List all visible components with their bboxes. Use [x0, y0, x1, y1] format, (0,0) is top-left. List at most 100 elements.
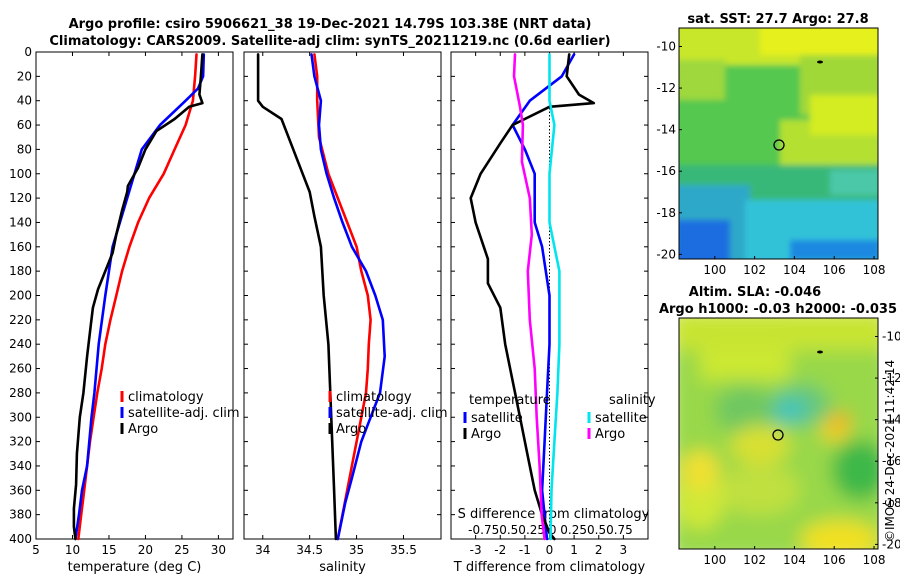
sla-map-frame	[678, 317, 879, 550]
sst-map-frame	[678, 27, 879, 260]
x-tick-label: -3	[470, 543, 482, 557]
x-tick-label: 25	[174, 543, 189, 557]
x-axis-label: T difference from climatology	[453, 560, 646, 575]
map-y-tick-label: -16	[656, 164, 676, 178]
map-y-tick-label: -10	[882, 329, 900, 343]
legend-label: satellite-adj. clim	[336, 406, 448, 421]
x-tick-label: 5	[32, 543, 40, 557]
y-tick-label: 300	[9, 410, 32, 424]
y-tick-label: 200	[9, 289, 32, 303]
map-x-tick-label: 102	[743, 553, 766, 567]
y-tick-label: 120	[9, 191, 32, 205]
x-tick-label: 34.5	[296, 543, 323, 557]
header-line-2: Climatology: CARS2009. Satellite-adj cli…	[49, 34, 610, 49]
y-tick-label: 380	[9, 508, 32, 522]
x-tick-label: 35	[349, 543, 364, 557]
x-tick-label: -1	[519, 543, 531, 557]
map-y-tick-label: -10	[656, 39, 676, 53]
x-tick-label: 0	[546, 543, 554, 557]
map-y-tick-label: -12	[882, 371, 900, 385]
y-tick-label: 100	[9, 167, 32, 181]
legend-label: satellite	[471, 411, 523, 426]
y-tick-label: 160	[9, 240, 32, 254]
legend-title-salinity: salinity	[609, 393, 656, 408]
sla-island-marker	[817, 350, 823, 354]
sla-map-title-line-1: Altim. SLA: -0.046	[689, 285, 821, 300]
y-tick-label: 180	[9, 264, 32, 278]
plot-frame	[35, 51, 234, 540]
y-tick-label: 140	[9, 215, 32, 229]
x-tick-label: 3	[620, 543, 628, 557]
legend-label: satellite-adj. clim	[128, 406, 240, 421]
y-tick-label: 0	[24, 45, 32, 59]
series-line-satellite-adj-clim	[310, 53, 387, 541]
sst-map-ticks: 100 102 104 106 108 -10 -12 -14 -16 -18 -20	[656, 39, 885, 277]
x-tick-label: 34	[255, 543, 270, 557]
x-tick-label: 10	[65, 543, 80, 557]
x-axis-label: temperature (deg C)	[68, 560, 202, 575]
series-line-satellite-adj-clim	[74, 53, 206, 541]
series-line-temperature-argo	[469, 53, 596, 541]
legend-label: climatology	[336, 390, 412, 405]
map-x-tick-label: 106	[823, 553, 846, 567]
y-tick-label: 20	[17, 69, 32, 83]
x-tick-label: 35.5	[390, 543, 417, 557]
sst-map-image	[679, 28, 878, 259]
map-x-tick-label: 108	[863, 263, 886, 277]
difference-profile-panel: -3 -2 -1 0 1 2 3 T difference from climatology S…	[450, 51, 656, 575]
sla-map: Altim. SLA: -0.046 Argo h1000: -0.03 h20…	[659, 285, 900, 567]
x-tick-label: 30	[211, 543, 226, 557]
footer-timestamp: ©IMOS 24-Dec-2021 11:42:14	[883, 360, 897, 542]
x-tick-label: 1	[570, 543, 578, 557]
sst-map-title: sat. SST: 27.7 Argo: 27.8	[687, 12, 868, 27]
sla-map-title-line-2: Argo h1000: -0.03 h2000: -0.035	[659, 302, 897, 317]
map-x-tick-label: 106	[823, 263, 846, 277]
series-line-salinity-argo	[512, 53, 546, 541]
y-tick-label: 60	[17, 118, 32, 132]
legend-label: satellite	[595, 411, 647, 426]
legend-title-temperature: temperature	[469, 393, 551, 408]
y-tick-label: 240	[9, 337, 32, 351]
map-x-tick-label: 108	[863, 553, 886, 567]
legend-label: Argo	[471, 427, 501, 442]
x-tick-label: 20	[138, 543, 153, 557]
y-tick-label: 40	[17, 94, 32, 108]
series-line-salinity-satellite	[548, 53, 561, 541]
map-y-tick-label: -14	[882, 413, 900, 427]
y-tick-label: 400	[9, 532, 32, 546]
x-tick-label: 15	[101, 543, 116, 557]
plot-frame	[243, 51, 442, 540]
map-x-tick-label: 100	[703, 553, 726, 567]
legend-label: Argo	[128, 422, 158, 437]
y-tick-label: 320	[9, 435, 32, 449]
sla-argo-location-marker	[772, 429, 784, 441]
map-y-tick-label: -20	[656, 247, 676, 261]
y-tick-label: 260	[9, 362, 32, 376]
map-x-tick-label: 104	[783, 553, 806, 567]
legend-label: climatology	[128, 390, 204, 405]
header-line-1: Argo profile: csiro 5906621_38 19-Dec-20…	[69, 17, 592, 32]
y-tick-label: 340	[9, 459, 32, 473]
map-y-tick-label: -18	[882, 496, 900, 510]
map-x-tick-label: 104	[783, 263, 806, 277]
top-axis-label: S difference from climatology	[458, 507, 650, 522]
legend-label: Argo	[336, 422, 366, 437]
y-tick-label: 360	[9, 483, 32, 497]
map-y-tick-label: -16	[882, 454, 900, 468]
sst-argo-location-marker	[773, 139, 785, 151]
x-tick-label: -2	[494, 543, 506, 557]
map-y-tick-label: -12	[656, 81, 676, 95]
map-y-tick-label: -20	[882, 537, 900, 551]
y-tick-label: 280	[9, 386, 32, 400]
map-x-tick-label: 102	[743, 263, 766, 277]
map-y-tick-label: -14	[656, 123, 676, 137]
legend-label: Argo	[595, 427, 625, 442]
sla-map-ticks: 100 102 104 106 108 -10 -12 -14 -16 -18 -20	[703, 329, 900, 567]
series-line-temperature-satellite	[511, 53, 576, 541]
sst-map: sat. SST: 27.7 Argo: 27.8 100 102 104 106 10…	[656, 12, 885, 277]
temperature-profile-panel: 5 10 15 20 25 3002040608010012014016018020022…	[9, 45, 240, 575]
x-axis-label: salinity	[319, 560, 366, 575]
y-tick-label: 80	[17, 142, 32, 156]
salinity-profile-panel: 34 34.5 35 35.5 salinity climatologysatellite…	[243, 51, 448, 575]
